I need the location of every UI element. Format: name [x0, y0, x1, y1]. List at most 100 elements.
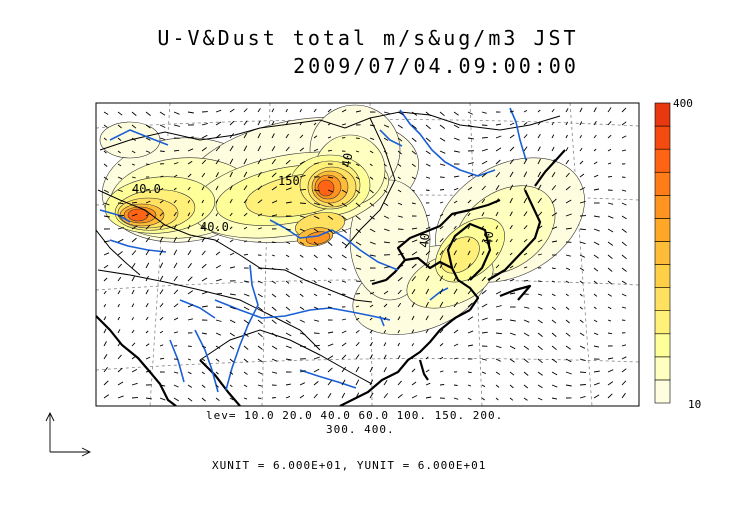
colorbar — [654, 102, 671, 404]
wind-vector — [481, 238, 484, 243]
wind-vector — [495, 264, 500, 269]
wind-vector — [313, 293, 318, 297]
wind-vector — [509, 265, 514, 269]
wind-vector — [411, 343, 414, 347]
wind-vector — [341, 379, 346, 386]
wind-vector — [523, 197, 528, 204]
wind-vector — [159, 357, 165, 360]
wind-vector — [551, 332, 557, 337]
wind-vector — [565, 172, 570, 178]
wind-vector — [187, 160, 193, 165]
wind-vector — [551, 146, 555, 152]
wind-vector — [453, 137, 460, 141]
wind-vector — [593, 293, 598, 297]
wind-vector — [131, 237, 137, 243]
wind-vector — [565, 384, 572, 387]
wind-vector — [201, 199, 204, 204]
wind-vector — [257, 199, 263, 204]
wind-vector — [467, 124, 474, 128]
wind-vector — [481, 397, 485, 401]
wind-vector — [215, 213, 218, 217]
wind-vector — [299, 306, 305, 311]
wind-vector — [229, 212, 233, 217]
wind-vector — [397, 111, 404, 116]
wind-vector — [383, 393, 389, 399]
wind-vector — [523, 184, 528, 191]
wind-vector — [439, 262, 444, 269]
wind-vector — [159, 236, 164, 243]
wind-vector — [593, 345, 600, 348]
wind-vector — [313, 108, 317, 113]
wind-vector — [285, 345, 292, 349]
wind-vector — [257, 227, 262, 230]
wind-vector — [453, 357, 458, 360]
wind-vector — [341, 176, 347, 180]
wind-vector — [439, 238, 444, 243]
wind-vector — [551, 306, 556, 310]
wind-vector — [453, 288, 458, 295]
wind-vector — [313, 202, 320, 206]
wind-vector — [187, 290, 194, 295]
wind-vector — [439, 225, 444, 230]
wind-vector — [229, 371, 234, 375]
wind-vector — [607, 241, 614, 246]
wind-vector — [383, 124, 390, 128]
wind-vector — [201, 159, 207, 165]
wind-vector — [453, 187, 459, 191]
colorbar-swatch — [654, 102, 671, 127]
wind-vector — [621, 356, 627, 360]
wind-vector — [369, 379, 374, 386]
wind-vector — [103, 150, 107, 154]
wind-vector — [551, 267, 556, 270]
wind-vector — [117, 303, 120, 308]
wind-vector — [285, 306, 291, 311]
wind-vector — [103, 394, 110, 399]
wind-vector — [327, 267, 332, 271]
wind-vector — [509, 358, 515, 363]
wind-vector — [145, 303, 149, 308]
wind-vector — [565, 293, 569, 297]
wind-vector — [215, 251, 221, 256]
wind-vector — [187, 358, 192, 361]
wind-vector — [285, 133, 289, 139]
wind-vector — [215, 371, 219, 375]
wind-vector — [551, 397, 558, 400]
colorbar-max-label: 400 — [673, 97, 693, 110]
wind-vector — [243, 358, 249, 363]
wind-vector — [103, 316, 107, 321]
wind-vector — [537, 121, 541, 126]
wind-vector — [523, 158, 528, 165]
wind-vector — [299, 332, 306, 336]
wind-vector — [215, 278, 222, 282]
wind-vector — [425, 238, 431, 243]
wind-vector — [327, 241, 333, 246]
wind-vector — [285, 319, 291, 324]
wind-vector — [285, 121, 289, 126]
wind-vector — [495, 305, 502, 308]
wind-vector — [383, 111, 390, 114]
wind-vector — [551, 122, 554, 126]
wind-vector — [383, 329, 387, 334]
wind-vector — [453, 250, 457, 256]
wind-vector — [607, 381, 614, 386]
wind-vector — [593, 134, 597, 139]
wind-vector — [565, 319, 570, 324]
wind-vector — [509, 384, 514, 389]
wind-vector — [481, 317, 488, 321]
wind-vector — [369, 279, 376, 282]
wind-vector — [117, 341, 122, 347]
wind-vector — [495, 358, 501, 362]
wind-vector — [313, 381, 319, 386]
wind-vector — [481, 212, 485, 217]
wind-vector — [607, 319, 612, 322]
wind-vector — [299, 228, 306, 232]
wind-vector — [607, 393, 613, 399]
wind-vector — [257, 358, 263, 363]
wind-vector — [607, 369, 614, 373]
wind-vector — [117, 189, 123, 192]
wind-vector — [355, 392, 360, 399]
wind-vector — [593, 174, 599, 178]
wind-vector — [173, 289, 179, 295]
wind-vector — [495, 198, 499, 204]
wind-vector — [537, 197, 542, 204]
